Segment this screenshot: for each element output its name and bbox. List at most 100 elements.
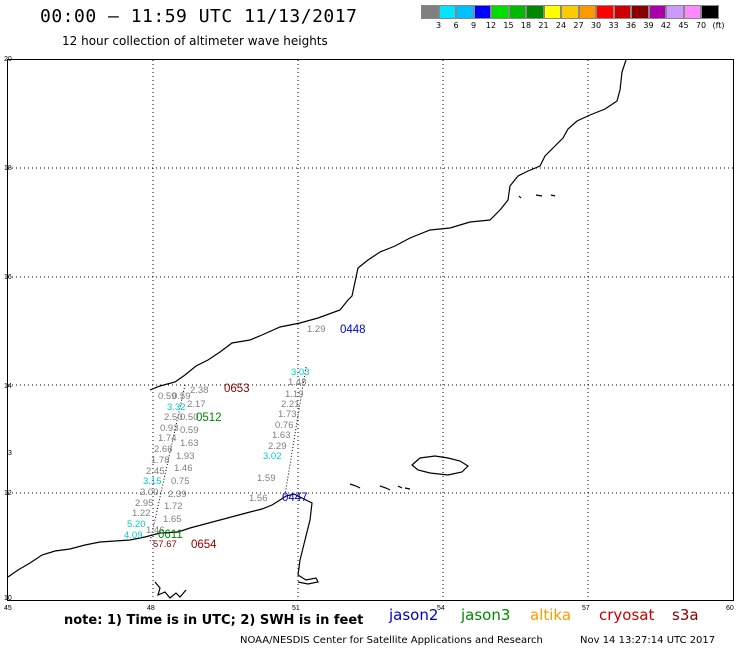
map-subtitle: 12 hour collection of altimeter wave hei… [62, 34, 328, 48]
arabian-coastline [149, 59, 627, 391]
wave-height-value: 1.93 [176, 451, 195, 462]
legend-swatch [438, 5, 456, 19]
wave-height-value: 0.59 [158, 391, 177, 402]
wave-height-value: 1.22 [132, 508, 151, 519]
lat-label: 20 [4, 56, 12, 63]
wave-height-value: 1.73 [278, 409, 297, 420]
wave-height-value: 1.78 [151, 455, 170, 466]
wave-height-value: 2.95 [135, 498, 154, 509]
wave-height-value: 1.46 [174, 463, 193, 474]
wave-height-value: 3.03 [291, 367, 310, 378]
wave-height-value: 1.48 [288, 377, 307, 388]
legend-swatch [561, 5, 579, 19]
wave-height-value: 1.29 [307, 324, 326, 335]
map-frame [7, 59, 734, 601]
satellite-name: altika [530, 606, 572, 624]
socotra-island [411, 455, 469, 476]
wave-height-value: 2.17 [187, 399, 206, 410]
graticule [8, 60, 733, 600]
legend-label: 42 [660, 21, 672, 30]
small-islands [349, 194, 556, 491]
wave-height-value: 2.00 [140, 487, 159, 498]
legend-swatch [526, 5, 544, 19]
legend-swatch [578, 5, 596, 19]
wave-height-value: 1.65 [163, 514, 182, 525]
wave-height-value: 2.29 [268, 441, 287, 452]
lon-label: 60 [726, 605, 734, 612]
legend-label: 12 [485, 21, 497, 30]
lon-label: 51 [292, 605, 300, 612]
satellite-name: jason3 [461, 606, 511, 624]
pass-time-label: 0654 [191, 539, 217, 551]
stray-label: 3 [8, 450, 12, 457]
satellite-name: jason2 [389, 606, 439, 624]
legend-swatch [596, 5, 614, 19]
wave-height-values: 1.293.031.481.192.211.730.761.632.293.02… [124, 324, 326, 550]
wave-height-value: 3.02 [263, 451, 282, 462]
pass-time-label: 0447 [282, 492, 308, 504]
wave-height-value: 1.63 [272, 430, 291, 441]
wave-height-value: 5.20 [127, 519, 146, 530]
legend-swatch [421, 5, 439, 19]
wave-height-value: 2.38 [190, 385, 209, 396]
wave-height-value: 4.09 [124, 530, 143, 541]
wave-height-value: 1.46 [146, 525, 165, 536]
legend-label: 36 [625, 21, 637, 30]
legend-swatch [473, 5, 491, 19]
wave-height-value: 2.21 [281, 399, 300, 410]
satellite-name: s3a [672, 606, 699, 624]
legend-swatch [701, 5, 719, 19]
legend-swatch [666, 5, 684, 19]
legend-swatch [491, 5, 509, 19]
wave-height-value: 1.74 [158, 433, 177, 444]
wave-height-value: 2.39 [168, 489, 187, 500]
wave-height-value: 0.75 [171, 476, 190, 487]
generated-timestamp: Nov 14 13:27:14 UTC 2017 [580, 635, 716, 646]
lat-label: 14 [4, 383, 12, 390]
wave-height-value: 0.50 [180, 412, 199, 423]
lat-label: 18 [4, 165, 12, 172]
pass-time-label: 0653 [224, 383, 250, 395]
lat-label: 16 [4, 274, 12, 281]
lon-label: 57 [582, 605, 590, 612]
wave-height-value: 1.59 [257, 473, 276, 484]
wave-height-value: 2.45 [146, 466, 165, 477]
legend-label: 9 [470, 21, 477, 30]
wave-height-value: 1.19 [285, 389, 304, 400]
lon-label: 48 [147, 605, 155, 612]
legend-label: 21 [538, 21, 549, 30]
legend-label: 30 [590, 21, 602, 30]
altimeter-tracks [149, 366, 307, 543]
wave-height-value: 3.32 [167, 402, 186, 413]
wave-height-value: 1.56 [249, 493, 268, 504]
legend-label: 39 [643, 21, 654, 30]
legend-label: 3 [435, 21, 442, 30]
lat-label: 10 [4, 595, 12, 602]
somalia-coastline [7, 493, 319, 585]
footer-note: note: 1) Time is in UTC; 2) SWH is in fe… [64, 613, 364, 628]
pass-time-label: 0512 [196, 412, 222, 424]
wave-height-value: 1.63 [180, 438, 199, 449]
wave-height-value: 0.76 [275, 420, 294, 431]
legend-swatch [508, 5, 526, 19]
lon-label: 45 [4, 605, 12, 612]
pass-time-label: 0611 [158, 529, 183, 541]
wave-height-value: 0.93 [160, 423, 179, 434]
wave-height-value: 1.72 [164, 501, 183, 512]
legend-label: 18 [520, 21, 532, 30]
legend-label: 24 [555, 21, 567, 30]
wave-height-value: 0.59 [180, 425, 199, 436]
pass-time-labels: 0448 0653 0512 0447 0611 0654 [158, 324, 366, 551]
wave-height-value: 2.50 [164, 412, 183, 423]
legend-label: 15 [503, 21, 514, 30]
legend-label: 70 [695, 21, 707, 30]
lat-label: 12 [4, 490, 12, 497]
legend-swatch [648, 5, 666, 19]
legend-label: 45 [678, 21, 689, 30]
axis-labels: 20 18 16 14 12 10 3 45 48 51 54 57 60 [4, 56, 734, 612]
map-title: 00:00 – 11:59 UTC 11/13/2017 [40, 6, 358, 27]
legend-label: 33 [608, 21, 619, 30]
legend-swatches [421, 5, 719, 19]
wave-height-value: 0.59 [172, 391, 191, 402]
